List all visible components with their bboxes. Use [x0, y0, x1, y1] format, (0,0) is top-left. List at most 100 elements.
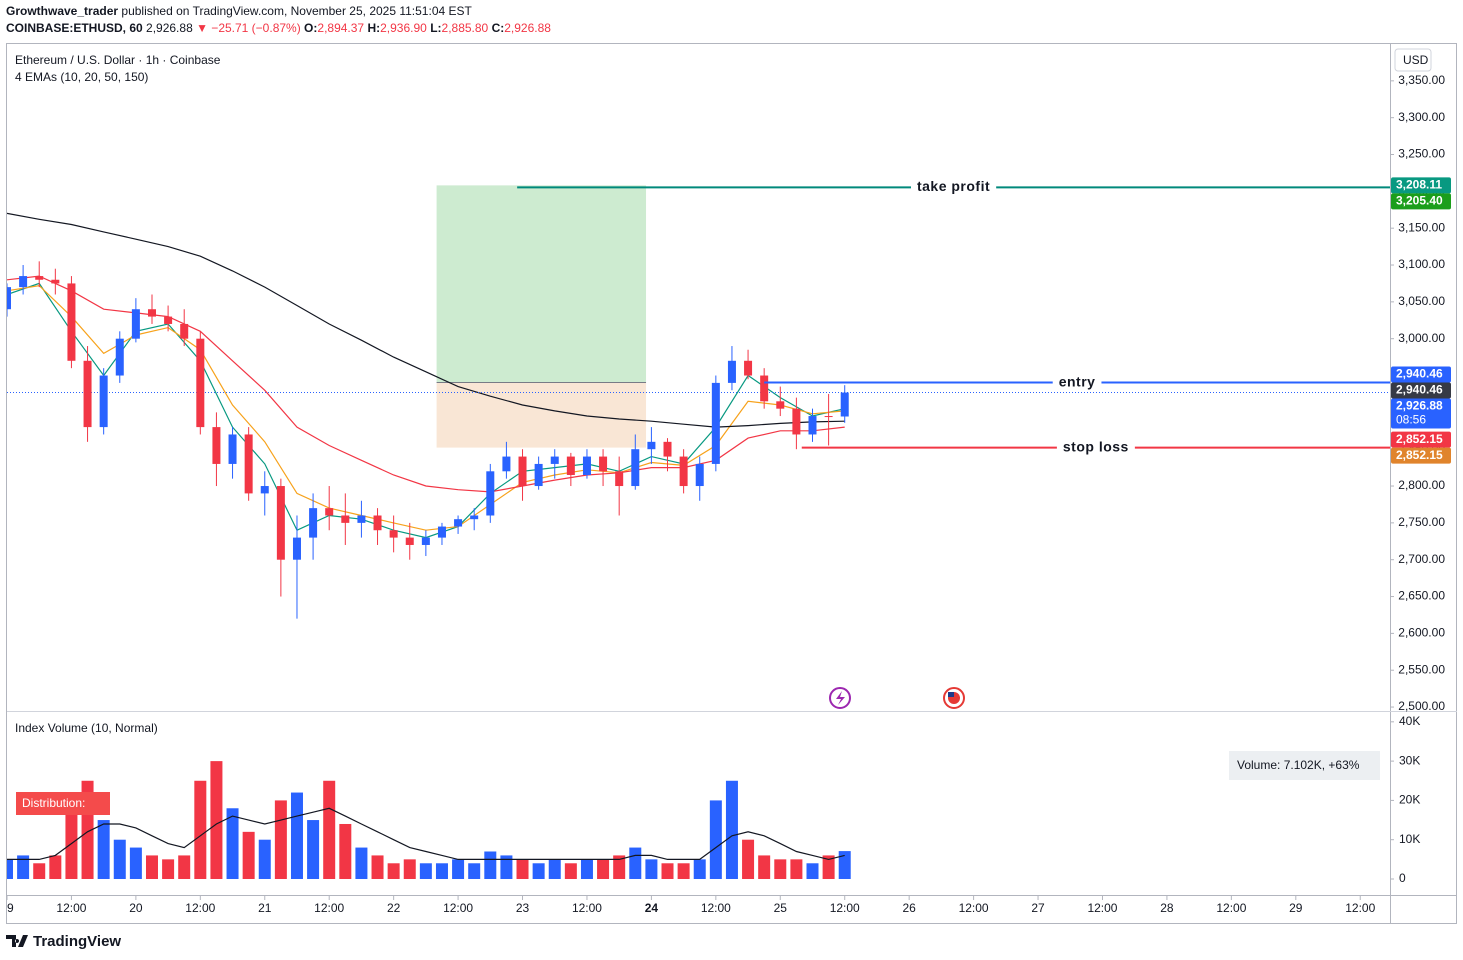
candle-body	[228, 434, 237, 464]
volume-bar	[242, 831, 255, 879]
volume-bar	[516, 859, 529, 879]
volume-legend: Index Volume (10, Normal)	[15, 721, 158, 735]
price-label: 2,940.46	[1396, 367, 1443, 381]
brand-name[interactable]: TradingView	[33, 933, 121, 950]
volume-bar	[468, 863, 481, 879]
level-label-bg	[910, 178, 997, 195]
price-label: 2,926.88	[1396, 399, 1443, 413]
price: 2,926.88	[146, 21, 193, 35]
price-label: 3,205.40	[1396, 194, 1443, 208]
x-tick-label: 25	[774, 901, 788, 915]
x-tick-label: 22	[387, 901, 401, 915]
candle-body	[260, 486, 269, 494]
y-tick-label: 2,650.00	[1398, 589, 1445, 603]
candle-body	[711, 382, 720, 464]
o-label: O:	[304, 21, 317, 35]
candle-body	[454, 519, 463, 527]
y-tick-label: 2,600.00	[1398, 626, 1445, 640]
candle-body	[309, 508, 318, 538]
header-line-2: COINBASE:ETHUSD, 60 2,926.88 ▼ −25.71 (−…	[6, 21, 551, 35]
x-tick-label: 24	[645, 901, 659, 915]
level-label: entry	[1059, 373, 1096, 389]
price-label: 2,852.15	[1396, 448, 1443, 462]
volume-bar	[258, 839, 271, 879]
y-tick-label: 2,750.00	[1398, 515, 1445, 529]
h: 2,936.90	[380, 21, 427, 35]
candle-body	[760, 375, 769, 402]
price-label-box	[1391, 366, 1451, 383]
level-label: take profit	[917, 178, 990, 194]
ema-line	[7, 284, 845, 531]
y-tick-label: 3,250.00	[1398, 147, 1445, 161]
price-label: 2,852.15	[1396, 432, 1443, 446]
volume-bar	[113, 839, 126, 879]
candle-body	[357, 515, 366, 523]
candle-body	[808, 416, 817, 435]
o: 2,894.37	[317, 21, 364, 35]
volume-bar	[500, 855, 513, 879]
candle-body	[550, 456, 559, 464]
candle-body	[840, 392, 849, 417]
candle-body	[437, 526, 446, 538]
x-tick-label: 12:00	[314, 901, 344, 915]
candle-body	[470, 515, 479, 520]
candle-body	[599, 456, 608, 472]
volume-bar	[742, 839, 755, 879]
price-axis: USD 2,500.00 2,550.00 2,600.00 2,650.00 2,70…	[1390, 48, 1451, 885]
volume-bar	[822, 855, 835, 879]
x-tick-label: 26	[902, 901, 916, 915]
volume-ma	[7, 807, 845, 861]
volume-bar	[274, 800, 287, 879]
price-label-box	[1391, 447, 1451, 464]
volume-bar	[162, 859, 175, 879]
volume-bar	[97, 820, 110, 879]
x-tick-label: 27	[1031, 901, 1045, 915]
brand[interactable]: TradingView	[6, 933, 121, 950]
volume-bar	[548, 859, 561, 879]
x-tick-label: 12:00	[1345, 901, 1375, 915]
candle-body	[83, 360, 92, 428]
l: 2,885.80	[442, 21, 489, 35]
volume-bar	[677, 863, 690, 879]
volume-bar	[564, 863, 577, 879]
candle-body	[19, 276, 28, 288]
volume-bar	[355, 847, 368, 879]
distribution-badge	[16, 792, 110, 815]
candle-body	[518, 456, 527, 487]
volume-bar	[65, 800, 78, 879]
currency-button[interactable]	[1394, 48, 1432, 72]
volume-bar	[17, 855, 30, 879]
candle-body	[631, 449, 640, 487]
currency[interactable]: USD	[1403, 53, 1429, 67]
level-label: stop loss	[1063, 438, 1129, 454]
volume-bar	[7, 859, 13, 879]
event-icons[interactable]	[829, 687, 965, 709]
chart-title: Ethereum / U.S. Dollar · 1h · Coinbase	[15, 53, 221, 67]
volume-pane	[7, 761, 851, 879]
candle-body	[196, 338, 205, 428]
lightning	[836, 691, 845, 705]
volume-bar	[597, 859, 610, 879]
price-label: 2,940.46	[1396, 383, 1443, 397]
candle-body	[776, 401, 785, 409]
candle-body	[405, 537, 414, 545]
profit-zone	[436, 185, 647, 383]
y-tick-label: 3,300.00	[1398, 110, 1445, 124]
volume-bar	[758, 855, 771, 879]
y-tick-label: 3,000.00	[1398, 331, 1445, 345]
candle-body	[276, 486, 285, 560]
distribution-text: Distribution:	[22, 796, 85, 810]
candle-body	[244, 434, 253, 494]
author[interactable]: Growthwave_trader	[6, 4, 118, 18]
volume-bar	[774, 859, 787, 879]
symbol: COINBASE:ETHUSD, 60	[6, 21, 143, 35]
volume-bar	[194, 780, 207, 879]
price-label-countdown: 08:56	[1396, 413, 1426, 427]
candle-body	[180, 323, 189, 339]
published: published on TradingView.com, November 2…	[121, 4, 472, 18]
volume-readout-box	[1229, 751, 1380, 780]
candle-body	[679, 456, 688, 487]
volume-bar	[371, 855, 384, 879]
y-tick-label: 3,100.00	[1398, 257, 1445, 271]
volume-readout: Volume: 7.102K, +63%	[1237, 758, 1360, 772]
